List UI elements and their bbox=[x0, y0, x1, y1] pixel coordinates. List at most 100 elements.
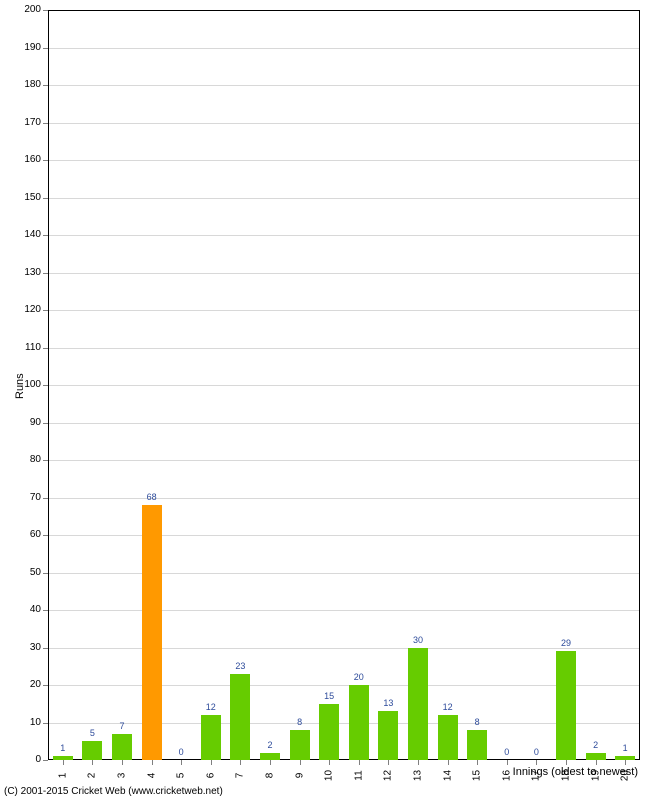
y-tick bbox=[43, 723, 48, 724]
y-tick bbox=[43, 685, 48, 686]
y-tick-label: 180 bbox=[16, 79, 41, 90]
x-tick bbox=[477, 760, 478, 765]
x-tick-label: 17 bbox=[531, 766, 542, 786]
y-tick-label: 20 bbox=[16, 679, 41, 690]
grid-line bbox=[49, 348, 639, 349]
y-tick bbox=[43, 648, 48, 649]
y-tick-label: 170 bbox=[16, 117, 41, 128]
x-tick-label: 4 bbox=[146, 766, 157, 786]
grid-line bbox=[49, 85, 639, 86]
y-tick bbox=[43, 348, 48, 349]
y-tick bbox=[43, 535, 48, 536]
bar-value-label: 15 bbox=[315, 691, 343, 701]
y-tick bbox=[43, 48, 48, 49]
bar-value-label: 0 bbox=[167, 747, 195, 757]
bar bbox=[615, 756, 635, 760]
bar bbox=[467, 730, 487, 760]
y-tick bbox=[43, 498, 48, 499]
y-tick bbox=[43, 10, 48, 11]
y-tick bbox=[43, 273, 48, 274]
grid-line bbox=[49, 685, 639, 686]
x-tick-label: 10 bbox=[324, 766, 335, 786]
bar-value-label: 1 bbox=[611, 743, 639, 753]
x-tick bbox=[152, 760, 153, 765]
x-tick-label: 16 bbox=[501, 766, 512, 786]
grid-line bbox=[49, 160, 639, 161]
x-tick bbox=[181, 760, 182, 765]
y-tick-label: 90 bbox=[16, 417, 41, 428]
bar bbox=[142, 505, 162, 760]
x-tick-label: 18 bbox=[561, 766, 572, 786]
bar-value-label: 1 bbox=[49, 743, 77, 753]
y-tick bbox=[43, 310, 48, 311]
bar bbox=[408, 648, 428, 761]
y-tick bbox=[43, 85, 48, 86]
x-tick-label: 8 bbox=[265, 766, 276, 786]
y-tick-label: 110 bbox=[16, 342, 41, 353]
bar-value-label: 0 bbox=[522, 747, 550, 757]
grid-line bbox=[49, 610, 639, 611]
y-tick bbox=[43, 385, 48, 386]
x-tick-label: 14 bbox=[442, 766, 453, 786]
bar-value-label: 2 bbox=[256, 740, 284, 750]
y-tick-label: 190 bbox=[16, 42, 41, 53]
y-tick-label: 80 bbox=[16, 454, 41, 465]
x-tick bbox=[418, 760, 419, 765]
y-tick-label: 10 bbox=[16, 717, 41, 728]
bar-value-label: 2 bbox=[582, 740, 610, 750]
x-tick bbox=[92, 760, 93, 765]
x-tick-label: 7 bbox=[235, 766, 246, 786]
y-tick bbox=[43, 235, 48, 236]
bar-value-label: 8 bbox=[463, 717, 491, 727]
bar-value-label: 0 bbox=[493, 747, 521, 757]
x-tick bbox=[63, 760, 64, 765]
y-tick-label: 160 bbox=[16, 154, 41, 165]
y-tick-label: 200 bbox=[16, 4, 41, 15]
x-tick bbox=[566, 760, 567, 765]
x-tick-label: 20 bbox=[620, 766, 631, 786]
y-tick bbox=[43, 573, 48, 574]
x-tick bbox=[300, 760, 301, 765]
y-tick-label: 100 bbox=[16, 379, 41, 390]
bar bbox=[260, 753, 280, 761]
bar-value-label: 7 bbox=[108, 721, 136, 731]
y-tick-label: 120 bbox=[16, 304, 41, 315]
y-tick bbox=[43, 423, 48, 424]
x-tick bbox=[388, 760, 389, 765]
x-tick-label: 12 bbox=[383, 766, 394, 786]
bar bbox=[290, 730, 310, 760]
x-tick bbox=[507, 760, 508, 765]
chart-container: Runs Innings (oldest to newest) (C) 2001… bbox=[0, 0, 650, 800]
x-tick bbox=[240, 760, 241, 765]
bar-value-label: 23 bbox=[226, 661, 254, 671]
bar bbox=[556, 651, 576, 760]
x-tick bbox=[625, 760, 626, 765]
bar bbox=[438, 715, 458, 760]
grid-line bbox=[49, 648, 639, 649]
y-tick bbox=[43, 760, 48, 761]
y-tick-label: 50 bbox=[16, 567, 41, 578]
grid-line bbox=[49, 273, 639, 274]
y-tick bbox=[43, 123, 48, 124]
grid-line bbox=[49, 48, 639, 49]
x-tick-label: 15 bbox=[472, 766, 483, 786]
copyright-text: (C) 2001-2015 Cricket Web (www.cricketwe… bbox=[4, 786, 223, 797]
bar-value-label: 12 bbox=[434, 702, 462, 712]
bar-value-label: 20 bbox=[345, 672, 373, 682]
x-tick-label: 13 bbox=[413, 766, 424, 786]
bar-value-label: 30 bbox=[404, 635, 432, 645]
grid-line bbox=[49, 385, 639, 386]
bar bbox=[378, 711, 398, 760]
bar bbox=[230, 674, 250, 760]
y-tick-label: 0 bbox=[16, 754, 41, 765]
y-tick bbox=[43, 198, 48, 199]
x-tick bbox=[448, 760, 449, 765]
y-tick bbox=[43, 460, 48, 461]
y-tick-label: 140 bbox=[16, 229, 41, 240]
x-tick-label: 3 bbox=[117, 766, 128, 786]
x-tick-label: 11 bbox=[353, 766, 364, 786]
y-tick-label: 40 bbox=[16, 604, 41, 615]
x-tick bbox=[359, 760, 360, 765]
x-tick bbox=[536, 760, 537, 765]
grid-line bbox=[49, 460, 639, 461]
